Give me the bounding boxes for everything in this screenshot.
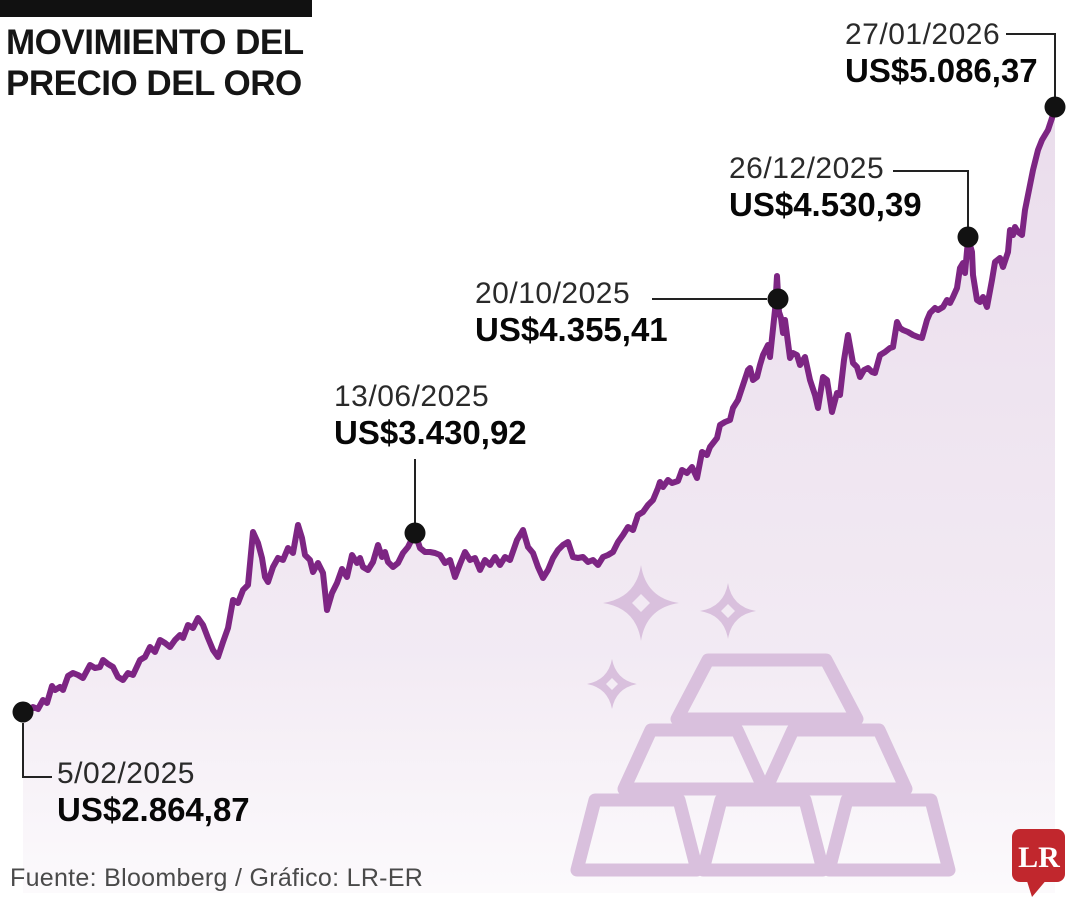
- title-line-2: PRECIO DEL ORO: [6, 64, 302, 103]
- sparkle-icon: [700, 583, 756, 639]
- area-fill-shape: [23, 107, 1055, 893]
- price-line: [20, 104, 1058, 716]
- annotation-date: 5/02/2025: [57, 757, 195, 790]
- annotation-date: 20/10/2025: [475, 277, 631, 310]
- annotation-dot: [12, 701, 34, 723]
- annotation-date: 27/01/2026: [845, 18, 1001, 51]
- annotation-dot: [1044, 96, 1066, 118]
- area-fill: [23, 107, 1055, 893]
- gold-bars-icon: [696, 793, 830, 877]
- annotation-label: 26/12/2025 US$4.530,39: [729, 151, 922, 223]
- gold-bars-icon: [570, 793, 704, 877]
- annotation-label: 5/02/2025 US$2.864,87: [57, 756, 250, 828]
- annotation-price: US$5.086,37: [845, 52, 1038, 89]
- gold-bars-icon: [670, 653, 864, 726]
- annotation-dot: [404, 522, 426, 544]
- annotation-date: 26/12/2025: [729, 152, 885, 185]
- gold-bars-icon: [759, 723, 913, 796]
- annotation-label: 20/10/2025 US$4.355,41: [475, 276, 668, 348]
- annotation-label: 27/01/2026 US$5.086,37: [845, 17, 1038, 89]
- title-line-1: MOVIMIENTO DEL: [6, 23, 304, 62]
- annotation-date: 13/06/2025: [334, 380, 490, 413]
- source-credit: Fuente: Bloomberg / Gráfico: LR-ER: [10, 864, 424, 892]
- annotation-connector: [1006, 33, 1056, 97]
- title-accent-bar: [0, 0, 312, 17]
- annotation-dot: [957, 226, 979, 248]
- price-line-path: [20, 104, 1058, 716]
- page-title: MOVIMIENTO DEL PRECIO DEL ORO: [6, 22, 304, 104]
- lr-logo-text: LR: [1018, 841, 1060, 874]
- lr-logo: LR: [1012, 829, 1065, 897]
- gold-bars-icon: [822, 793, 956, 877]
- annotation-price: US$2.864,87: [57, 791, 250, 828]
- gold-watermark: [570, 565, 956, 877]
- annotation-connector: [893, 170, 969, 227]
- annotation-connector: [22, 723, 52, 778]
- gold-bars-icon: [617, 723, 771, 796]
- sparkle-icon: [587, 659, 637, 709]
- annotation-price: US$4.355,41: [475, 311, 668, 348]
- annotation-label: 13/06/2025 US$3.430,92: [334, 379, 527, 451]
- annotation-price: US$3.430,92: [334, 414, 527, 451]
- annotation-marks: [12, 33, 1066, 778]
- sparkle-icon: [603, 565, 679, 641]
- annotation-price: US$4.530,39: [729, 186, 922, 223]
- annotation-dot: [767, 288, 789, 310]
